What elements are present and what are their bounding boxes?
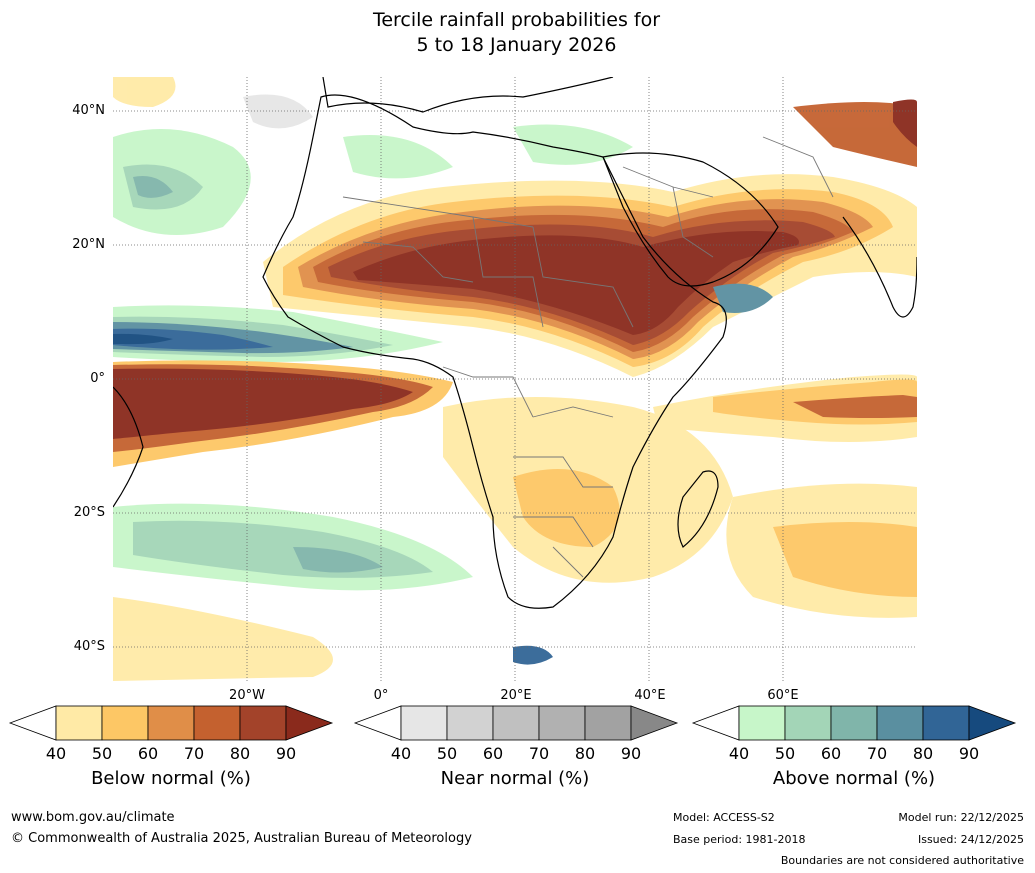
above-tick: 90 xyxy=(958,744,980,763)
lon-label-20w: 20°W xyxy=(229,688,265,703)
above-upper-extend xyxy=(968,705,1017,741)
lon-label-20e: 20°E xyxy=(500,688,532,703)
lat-label-20n: 20°N xyxy=(72,237,105,252)
below-upper-extend xyxy=(285,705,334,741)
above-color-swatch xyxy=(738,705,786,741)
base-period-text: Base period: 1981-2018 xyxy=(673,833,806,846)
near-color-swatch xyxy=(446,705,494,741)
copyright-text: © Commonwealth of Australia 2025, Austra… xyxy=(11,831,472,846)
near-tick: 90 xyxy=(620,744,642,763)
below-tick: 50 xyxy=(91,744,113,763)
africa-coastline xyxy=(262,94,727,609)
model-run-text: Model run: 22/12/2025 xyxy=(898,811,1024,824)
lon-label-60e: 60°E xyxy=(767,688,799,703)
near-color-swatch xyxy=(538,705,586,741)
near-tick: 40 xyxy=(390,744,412,763)
below-color-swatch xyxy=(239,705,287,741)
madagascar-coastline xyxy=(677,470,719,548)
near-upper-extend xyxy=(630,705,679,741)
graticule xyxy=(113,77,917,681)
above-tick: 80 xyxy=(912,744,934,763)
lon-label-0: 0° xyxy=(373,688,389,703)
below-tick: 70 xyxy=(183,744,205,763)
lat-label-20s: 20°S xyxy=(73,505,105,520)
model-text: Model: ACCESS-S2 xyxy=(673,811,775,824)
above-tick: 70 xyxy=(866,744,888,763)
above-color-swatch xyxy=(830,705,878,741)
south-america-coastline xyxy=(113,386,144,508)
title-line-1: Tercile rainfall probabilities for xyxy=(372,9,661,31)
below-tick: 60 xyxy=(137,744,159,763)
lat-label-0: 0° xyxy=(90,371,105,386)
above-tick: 50 xyxy=(774,744,796,763)
probability-shading xyxy=(113,77,917,681)
india-coastline xyxy=(842,216,917,318)
above-color-swatch xyxy=(784,705,832,741)
near-tick: 50 xyxy=(436,744,458,763)
above-lower-extend xyxy=(691,705,740,741)
near-tick: 80 xyxy=(574,744,596,763)
map-canvas xyxy=(113,77,917,681)
near-lower-extend xyxy=(353,705,402,741)
near-normal-title: Near normal (%) xyxy=(440,768,590,789)
arabia-coastline xyxy=(602,152,779,287)
below-color-swatch xyxy=(101,705,149,741)
near-color-swatch xyxy=(584,705,632,741)
above-color-swatch xyxy=(922,705,970,741)
website-link[interactable]: www.bom.gov.au/climate xyxy=(11,810,175,825)
above-color-swatch xyxy=(876,705,924,741)
below-normal-title: Below normal (%) xyxy=(91,768,251,789)
lat-label-40s: 40°S xyxy=(73,639,105,654)
near-tick: 60 xyxy=(482,744,504,763)
forecast-map xyxy=(113,77,917,681)
colorbar-near-svg xyxy=(353,705,679,741)
disclaimer-text: Boundaries are not considered authoritat… xyxy=(780,854,1024,867)
europe-coastline xyxy=(322,77,614,113)
colorbar-above-svg xyxy=(691,705,1017,741)
country-borders xyxy=(342,136,834,578)
above-normal-title: Above normal (%) xyxy=(772,768,936,789)
below-color-swatch xyxy=(193,705,241,741)
below-color-swatch xyxy=(147,705,195,741)
title-line-2: 5 to 18 January 2026 xyxy=(416,34,617,56)
map-title: Tercile rainfall probabilities for 5 to … xyxy=(0,8,1035,58)
near-color-swatch xyxy=(492,705,540,741)
near-color-swatch xyxy=(400,705,448,741)
lon-label-40e: 40°E xyxy=(634,688,666,703)
lat-label-40n: 40°N xyxy=(72,103,105,118)
below-tick: 40 xyxy=(45,744,67,763)
issued-text: Issued: 24/12/2025 xyxy=(917,833,1024,846)
above-tick: 40 xyxy=(728,744,750,763)
colorbar-below-svg xyxy=(8,705,334,741)
below-color-swatch xyxy=(55,705,103,741)
above-tick: 60 xyxy=(820,744,842,763)
below-tick: 90 xyxy=(275,744,297,763)
below-lower-extend xyxy=(8,705,57,741)
below-tick: 80 xyxy=(229,744,251,763)
near-tick: 70 xyxy=(528,744,550,763)
